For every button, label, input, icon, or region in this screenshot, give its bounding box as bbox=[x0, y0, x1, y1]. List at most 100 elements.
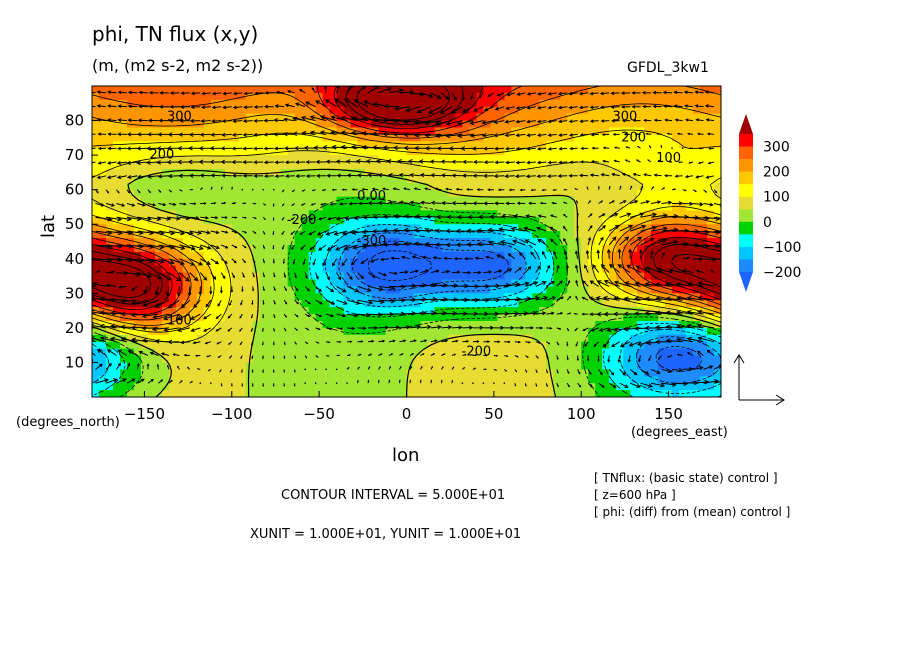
field-cell bbox=[623, 99, 631, 108]
field-cell bbox=[490, 106, 498, 115]
flux-arrow bbox=[116, 175, 127, 180]
field-cell bbox=[588, 141, 596, 149]
field-cell bbox=[413, 189, 422, 198]
field-cell bbox=[672, 175, 680, 184]
field-cell bbox=[672, 106, 680, 115]
field-cell bbox=[287, 189, 296, 198]
flux-arrow bbox=[497, 188, 505, 192]
flux-arrow bbox=[516, 201, 526, 206]
field-cell bbox=[301, 86, 310, 94]
field-cell bbox=[539, 327, 547, 336]
flux-arrow bbox=[92, 340, 96, 343]
field-cell bbox=[189, 286, 198, 294]
field-cell bbox=[700, 293, 708, 301]
field-cell bbox=[623, 155, 631, 163]
field-cell bbox=[532, 362, 540, 370]
field-cell bbox=[420, 162, 429, 170]
field-cell bbox=[238, 106, 247, 115]
field-cell bbox=[161, 182, 170, 191]
field-cell bbox=[497, 293, 505, 301]
field-cell bbox=[238, 293, 247, 301]
field-cell bbox=[182, 300, 191, 308]
flux-arrow bbox=[315, 355, 319, 358]
field-cell bbox=[490, 120, 498, 129]
flux-dot bbox=[325, 368, 327, 371]
field-cell bbox=[448, 314, 457, 322]
field-cell bbox=[539, 162, 547, 170]
flux-arrow bbox=[210, 272, 217, 280]
field-cell bbox=[714, 113, 721, 122]
flux-arrow bbox=[388, 353, 394, 356]
field-cell bbox=[616, 231, 624, 239]
field-cell bbox=[693, 265, 701, 274]
flux-arrow bbox=[525, 341, 531, 344]
field-cell bbox=[357, 383, 366, 391]
field-cell bbox=[511, 320, 519, 329]
field-cell bbox=[385, 314, 394, 322]
field-cell bbox=[92, 203, 100, 211]
field-cell bbox=[273, 390, 282, 397]
field-cell bbox=[98, 286, 107, 294]
field-cell bbox=[259, 327, 268, 336]
field-cell bbox=[301, 210, 310, 218]
field-cell bbox=[700, 203, 708, 211]
field-cell bbox=[280, 224, 289, 232]
field-cell bbox=[385, 244, 394, 253]
field-cell bbox=[630, 210, 638, 218]
field-cell bbox=[588, 369, 596, 377]
field-cell bbox=[707, 383, 715, 391]
field-cell bbox=[553, 106, 561, 115]
field-cell bbox=[133, 258, 142, 267]
field-cell bbox=[420, 203, 429, 211]
field-cell bbox=[574, 307, 582, 315]
field-cell bbox=[217, 258, 226, 267]
flux-arrow bbox=[476, 188, 484, 192]
field-cell bbox=[532, 210, 540, 218]
field-cell bbox=[147, 390, 156, 397]
flux-arrow bbox=[272, 258, 275, 264]
field-cell bbox=[371, 320, 380, 329]
flux-arrow bbox=[105, 378, 118, 384]
field-cell bbox=[392, 376, 401, 384]
field-cell bbox=[378, 383, 387, 391]
flux-arrow bbox=[430, 353, 436, 356]
field-cell bbox=[616, 238, 624, 246]
field-cell bbox=[399, 244, 408, 253]
flux-arrow bbox=[242, 132, 253, 137]
field-cell bbox=[413, 320, 422, 329]
field-cell bbox=[574, 300, 582, 308]
field-cell bbox=[574, 272, 582, 281]
field-cell bbox=[357, 362, 366, 370]
field-cell bbox=[245, 320, 254, 329]
field-cell bbox=[238, 341, 247, 350]
flux-arrow bbox=[261, 327, 264, 333]
field-cell bbox=[252, 113, 261, 122]
field-cell bbox=[644, 86, 652, 94]
flux-arrow bbox=[239, 313, 243, 319]
field-cell bbox=[665, 265, 673, 274]
field-cell bbox=[196, 376, 205, 384]
field-cell bbox=[581, 113, 589, 122]
field-cell bbox=[287, 334, 296, 343]
field-cell bbox=[532, 238, 540, 246]
field-cell bbox=[630, 141, 638, 149]
field-cell bbox=[203, 238, 212, 246]
field-cell bbox=[371, 120, 380, 129]
flux-arrow bbox=[231, 186, 233, 190]
field-cell bbox=[434, 106, 443, 115]
field-cell bbox=[245, 334, 254, 343]
field-cell bbox=[448, 376, 457, 384]
flux-arrow bbox=[372, 214, 390, 220]
field-cell bbox=[574, 162, 582, 170]
field-cell bbox=[364, 141, 373, 149]
field-cell bbox=[301, 196, 310, 205]
field-cell bbox=[413, 86, 422, 94]
field-cell bbox=[511, 162, 519, 170]
field-cell bbox=[525, 300, 533, 308]
field-cell bbox=[665, 86, 673, 94]
field-cell bbox=[252, 92, 261, 101]
field-cell bbox=[357, 320, 366, 329]
flux-arrow bbox=[158, 244, 176, 250]
field-cell bbox=[637, 196, 645, 205]
field-cell bbox=[679, 251, 687, 260]
